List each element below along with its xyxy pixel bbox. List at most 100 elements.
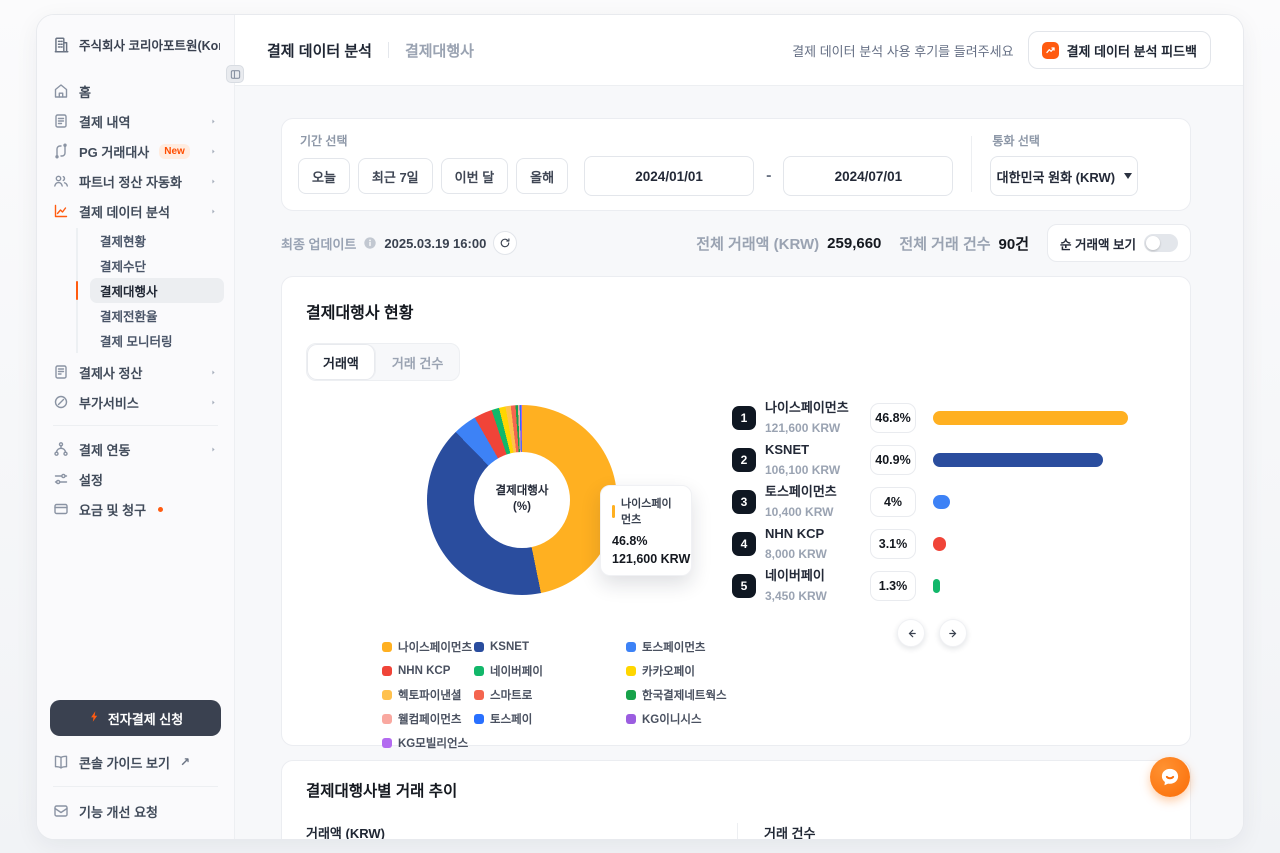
pg-card-title: 결제대행사 현황 xyxy=(306,305,414,322)
console-guide-link[interactable]: 콘솔 가이드 보기 ↗ xyxy=(47,746,224,778)
rank-amount: 121,600 KRW xyxy=(765,421,841,435)
date-to-input[interactable]: 2024/07/01 xyxy=(783,156,954,196)
ranking-row[interactable]: 2 KSNET 106,100 KRW 40.9% xyxy=(732,439,1128,481)
preset-last7days-button[interactable]: 최근 7일 xyxy=(357,158,433,194)
sidebar-nav: 홈 결제 내역 PG 거래대사 New 파트너 정산 자동화 결제 데이터 분석 xyxy=(37,70,234,524)
sidebar-item-partner-settlement[interactable]: 파트너 정산 자동화 xyxy=(47,166,224,196)
preset-this-month-button[interactable]: 이번 달 xyxy=(440,158,509,194)
tab-data-analysis[interactable]: 결제 데이터 분석 xyxy=(267,42,372,60)
info-icon[interactable] xyxy=(363,236,377,250)
legend-swatch xyxy=(474,642,484,652)
total-count-value: 90건 xyxy=(998,235,1030,253)
legend-swatch xyxy=(626,714,636,724)
sidebar-subitem-payment-status[interactable]: 결제현황 xyxy=(90,228,224,253)
rank-amount: 8,000 KRW xyxy=(765,547,827,561)
ranking-row[interactable]: 1 나이스페이먼츠 121,600 KRW 46.8% xyxy=(732,397,1128,439)
sidebar-collapse-button[interactable] xyxy=(226,65,244,83)
notification-dot xyxy=(158,506,164,512)
rank-number: 3 xyxy=(732,490,756,514)
credit-card-icon xyxy=(53,501,69,517)
preset-today-button[interactable]: 오늘 xyxy=(298,158,350,194)
ranking-row[interactable]: 3 토스페이먼츠 10,400 KRW 4% xyxy=(732,481,1128,523)
legend-swatch xyxy=(382,738,392,748)
tab-pg-provider[interactable]: 결제대행사 xyxy=(404,42,474,60)
sidebar-item-settings[interactable]: 설정 xyxy=(47,464,224,494)
workspace-name: 주식회사 코리아포트원(Kore... xyxy=(79,39,220,53)
net-amount-toggle[interactable] xyxy=(1144,234,1178,252)
legend-swatch xyxy=(474,666,484,676)
chevron-down-icon xyxy=(1124,173,1133,179)
chat-launcher-button[interactable] xyxy=(1150,757,1190,797)
sidebar-item-billing[interactable]: 요금 및 청구 xyxy=(47,494,224,524)
trend-amount-label: 거래액 (KRW) xyxy=(306,826,385,839)
filter-divider xyxy=(971,136,973,192)
tab-amount[interactable]: 거래액 xyxy=(307,344,376,380)
legend-swatch xyxy=(382,666,392,676)
legend-item: 카카오페이 xyxy=(626,663,812,679)
rank-percent-badge: 3.1% xyxy=(870,529,916,559)
summary-row: 최종 업데이트 2025.03.19 16:00 전체 거래액 (KRW) 25… xyxy=(281,224,1191,262)
rank-amount: 106,100 KRW xyxy=(765,463,841,477)
date-from-input[interactable]: 2024/01/01 xyxy=(584,156,755,196)
sidebar-item-addon-services[interactable]: 부가서비스 xyxy=(47,387,224,417)
sidebar-item-payments[interactable]: 결제 내역 xyxy=(47,106,224,136)
sidebar-subitem-payment-method[interactable]: 결제수단 xyxy=(90,253,224,278)
sidebar-subitem-conversion-rate[interactable]: 결제전환율 xyxy=(90,303,224,328)
building-icon xyxy=(52,36,70,54)
tab-count[interactable]: 거래 건수 xyxy=(391,355,444,371)
chart-tooltip: 나이스페이먼츠 46.8% 121,600 KRW xyxy=(600,485,692,576)
ranking-row[interactable]: 4 NHN KCP 8,000 KRW 3.1% xyxy=(732,523,1128,565)
chevron-right-icon xyxy=(209,207,218,216)
sidebar-subitem-payment-monitoring[interactable]: 결제 모니터링 xyxy=(90,328,224,353)
document-icon xyxy=(53,364,69,380)
ranking-row[interactable]: 5 네이버페이 3,450 KRW 1.3% xyxy=(732,565,1128,607)
tooltip-percent: 46.8% xyxy=(612,534,648,548)
legend-item: 웰컴페이먼츠 xyxy=(382,711,474,727)
sidebar-item-label: 결제 연동 xyxy=(79,442,131,458)
feedback-button[interactable]: 결제 데이터 분석 피드백 xyxy=(1027,31,1211,69)
rank-amount: 3,450 KRW xyxy=(765,589,827,603)
total-amount-label: 전체 거래액 (KRW) xyxy=(696,235,820,253)
sidebar-item-pg-settlement[interactable]: 결제사 정산 xyxy=(47,357,224,387)
lightning-icon xyxy=(88,710,101,726)
chart-line-icon xyxy=(53,203,69,219)
rank-number: 4 xyxy=(732,532,756,556)
sidebar-item-pg-reconciliation[interactable]: PG 거래대사 New xyxy=(47,136,224,166)
chart-region: 결제대행사 (%) 나이스페이먼츠 46.8% 121,600 KRW xyxy=(306,391,1166,647)
rank-number: 5 xyxy=(732,574,756,598)
sidebar-item-label: 부가서비스 xyxy=(79,395,139,411)
rank-number: 2 xyxy=(732,448,756,472)
workspace-selector[interactable]: 주식회사 코리아포트원(Kore... xyxy=(37,15,234,70)
currency-select[interactable]: 대한민국 원화 (KRW) xyxy=(990,156,1139,196)
legend-item: 토스페이먼츠 xyxy=(626,639,812,655)
legend-swatch xyxy=(382,690,392,700)
legend-item: KG이니시스 xyxy=(626,711,812,727)
prev-page-button[interactable] xyxy=(897,619,925,647)
refresh-button[interactable] xyxy=(493,231,518,255)
total-amount-stat: 전체 거래액 (KRW) 259,660 xyxy=(696,233,881,254)
legend-swatch xyxy=(626,666,636,676)
sidebar-item-payment-integration[interactable]: 결제 연동 xyxy=(47,434,224,464)
preset-this-year-button[interactable]: 올해 xyxy=(516,158,569,194)
sidebar-item-data-analysis[interactable]: 결제 데이터 분석 xyxy=(47,196,224,226)
trend-card-title: 결제대행사별 거래 추이 xyxy=(306,783,458,800)
last-update-value: 2025.03.19 16:00 xyxy=(384,235,487,251)
book-icon xyxy=(53,754,69,770)
legend-swatch xyxy=(626,690,636,700)
e-payment-apply-button[interactable]: 전자결제 신청 xyxy=(50,700,221,736)
sidebar-item-home[interactable]: 홈 xyxy=(47,76,224,106)
pg-status-card: 결제대행사 현황 거래액 거래 건수 결제대행사 (%) xyxy=(281,276,1191,750)
sidebar-item-label: 결제 데이터 분석 xyxy=(79,204,170,220)
donut-chart[interactable]: 결제대행사 (%) xyxy=(427,405,617,595)
next-page-button[interactable] xyxy=(939,619,967,647)
feature-request-link[interactable]: 기능 개선 요청 xyxy=(47,795,224,827)
currency-label: 통화 선택 xyxy=(992,134,1040,148)
ranking-list: 1 나이스페이먼츠 121,600 KRW 46.8% 2 KSNET 106,10… xyxy=(732,397,1128,647)
sidebar-subitem-pg-provider[interactable]: 결제대행사 xyxy=(76,278,224,303)
total-amount-value: 259,660 xyxy=(827,234,882,252)
trend-count-label: 거래 건수 xyxy=(764,826,816,839)
currency-value: 대한민국 원화 (KRW) xyxy=(996,169,1116,185)
chart-feedback-icon xyxy=(1041,41,1059,59)
legend-swatch xyxy=(382,642,392,652)
last-update-label: 최종 업데이트 xyxy=(281,236,357,252)
